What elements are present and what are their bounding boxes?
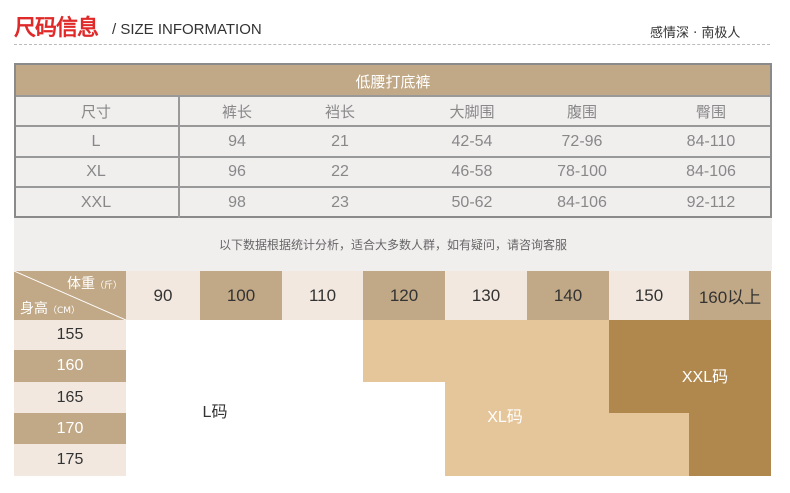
weight-header: 110 (282, 271, 363, 320)
height-header: 155 (14, 320, 126, 350)
column-header: 臀围 (695, 102, 726, 121)
divider (14, 44, 770, 45)
table-cell: XXL (80, 194, 112, 211)
table-cell: 46-58 (451, 163, 493, 180)
xxl-zone (609, 320, 771, 413)
brand-label: 感情深 · 南极人 (650, 26, 741, 41)
table-cell: 96 (228, 163, 246, 180)
table-cell: L (91, 132, 101, 150)
weight-header: 140 (527, 271, 609, 320)
page-title: 尺码信息 (14, 16, 99, 41)
table-title: 低腰打底裤 (16, 65, 770, 97)
size-table: 低腰打底裤 尺寸 裤长 裆长 大脚围 腹围 臀围 L 94 21 42-54 72-96 84-110… (14, 63, 772, 218)
divider (16, 125, 770, 127)
weight-header: 90 (126, 271, 200, 320)
page-subtitle: / SIZE INFORMATION (112, 21, 262, 38)
table-cell: 84-106 (686, 163, 736, 180)
divider (178, 97, 180, 218)
height-header: 165 (14, 382, 126, 413)
table-cell: 42-54 (451, 132, 493, 150)
column-header: 大脚围 (449, 102, 495, 121)
weight-header: 130 (445, 271, 527, 320)
divider (16, 156, 770, 158)
weight-header: 150 (609, 271, 689, 320)
l-zone-label: L码 (202, 404, 228, 421)
table-cell: 98 (228, 194, 246, 211)
table-cell: 84-110 (686, 132, 736, 150)
table-cell: 78-100 (557, 163, 607, 180)
table-cell: 72-96 (561, 132, 603, 150)
height-label: 身高 (20, 301, 48, 317)
height-header: 175 (14, 444, 126, 476)
table-cell: 22 (331, 163, 349, 180)
column-header: 腹围 (566, 102, 597, 121)
weight-label: 体重 (66, 276, 95, 292)
table-cell: 50-62 (451, 194, 493, 211)
xxl-zone-label: XXL码 (681, 369, 729, 386)
table-cell: 21 (331, 132, 349, 150)
height-header: 160 (14, 350, 126, 382)
xxl-zone (689, 413, 771, 476)
column-header: 裤长 (221, 102, 252, 121)
table-cell: 84-106 (557, 194, 607, 211)
column-header: 裆长 (324, 102, 355, 121)
xl-zone-label: XL码 (487, 409, 523, 426)
note-text: 以下数据根据统计分析，适合大多数人群，如有疑问，请咨询客服 (218, 238, 567, 252)
note-band (14, 218, 772, 271)
height-header: 170 (14, 413, 126, 444)
xl-zone (363, 320, 609, 382)
weight-unit: （斤） (94, 281, 122, 291)
weight-header: 120 (363, 271, 445, 320)
table-cell: XL (86, 163, 106, 180)
column-header: 尺寸 (80, 102, 111, 121)
divider (16, 95, 770, 97)
corner-cell: 体重（斤） 身高（CM） (14, 271, 126, 320)
divider (16, 186, 770, 188)
table-cell: 92-112 (686, 194, 736, 211)
weight-header: 160以上 (689, 271, 771, 320)
weight-header: 100 (200, 271, 282, 320)
table-cell: 23 (331, 194, 349, 211)
height-unit: （CM） (48, 306, 81, 316)
table-cell: 94 (228, 132, 246, 150)
